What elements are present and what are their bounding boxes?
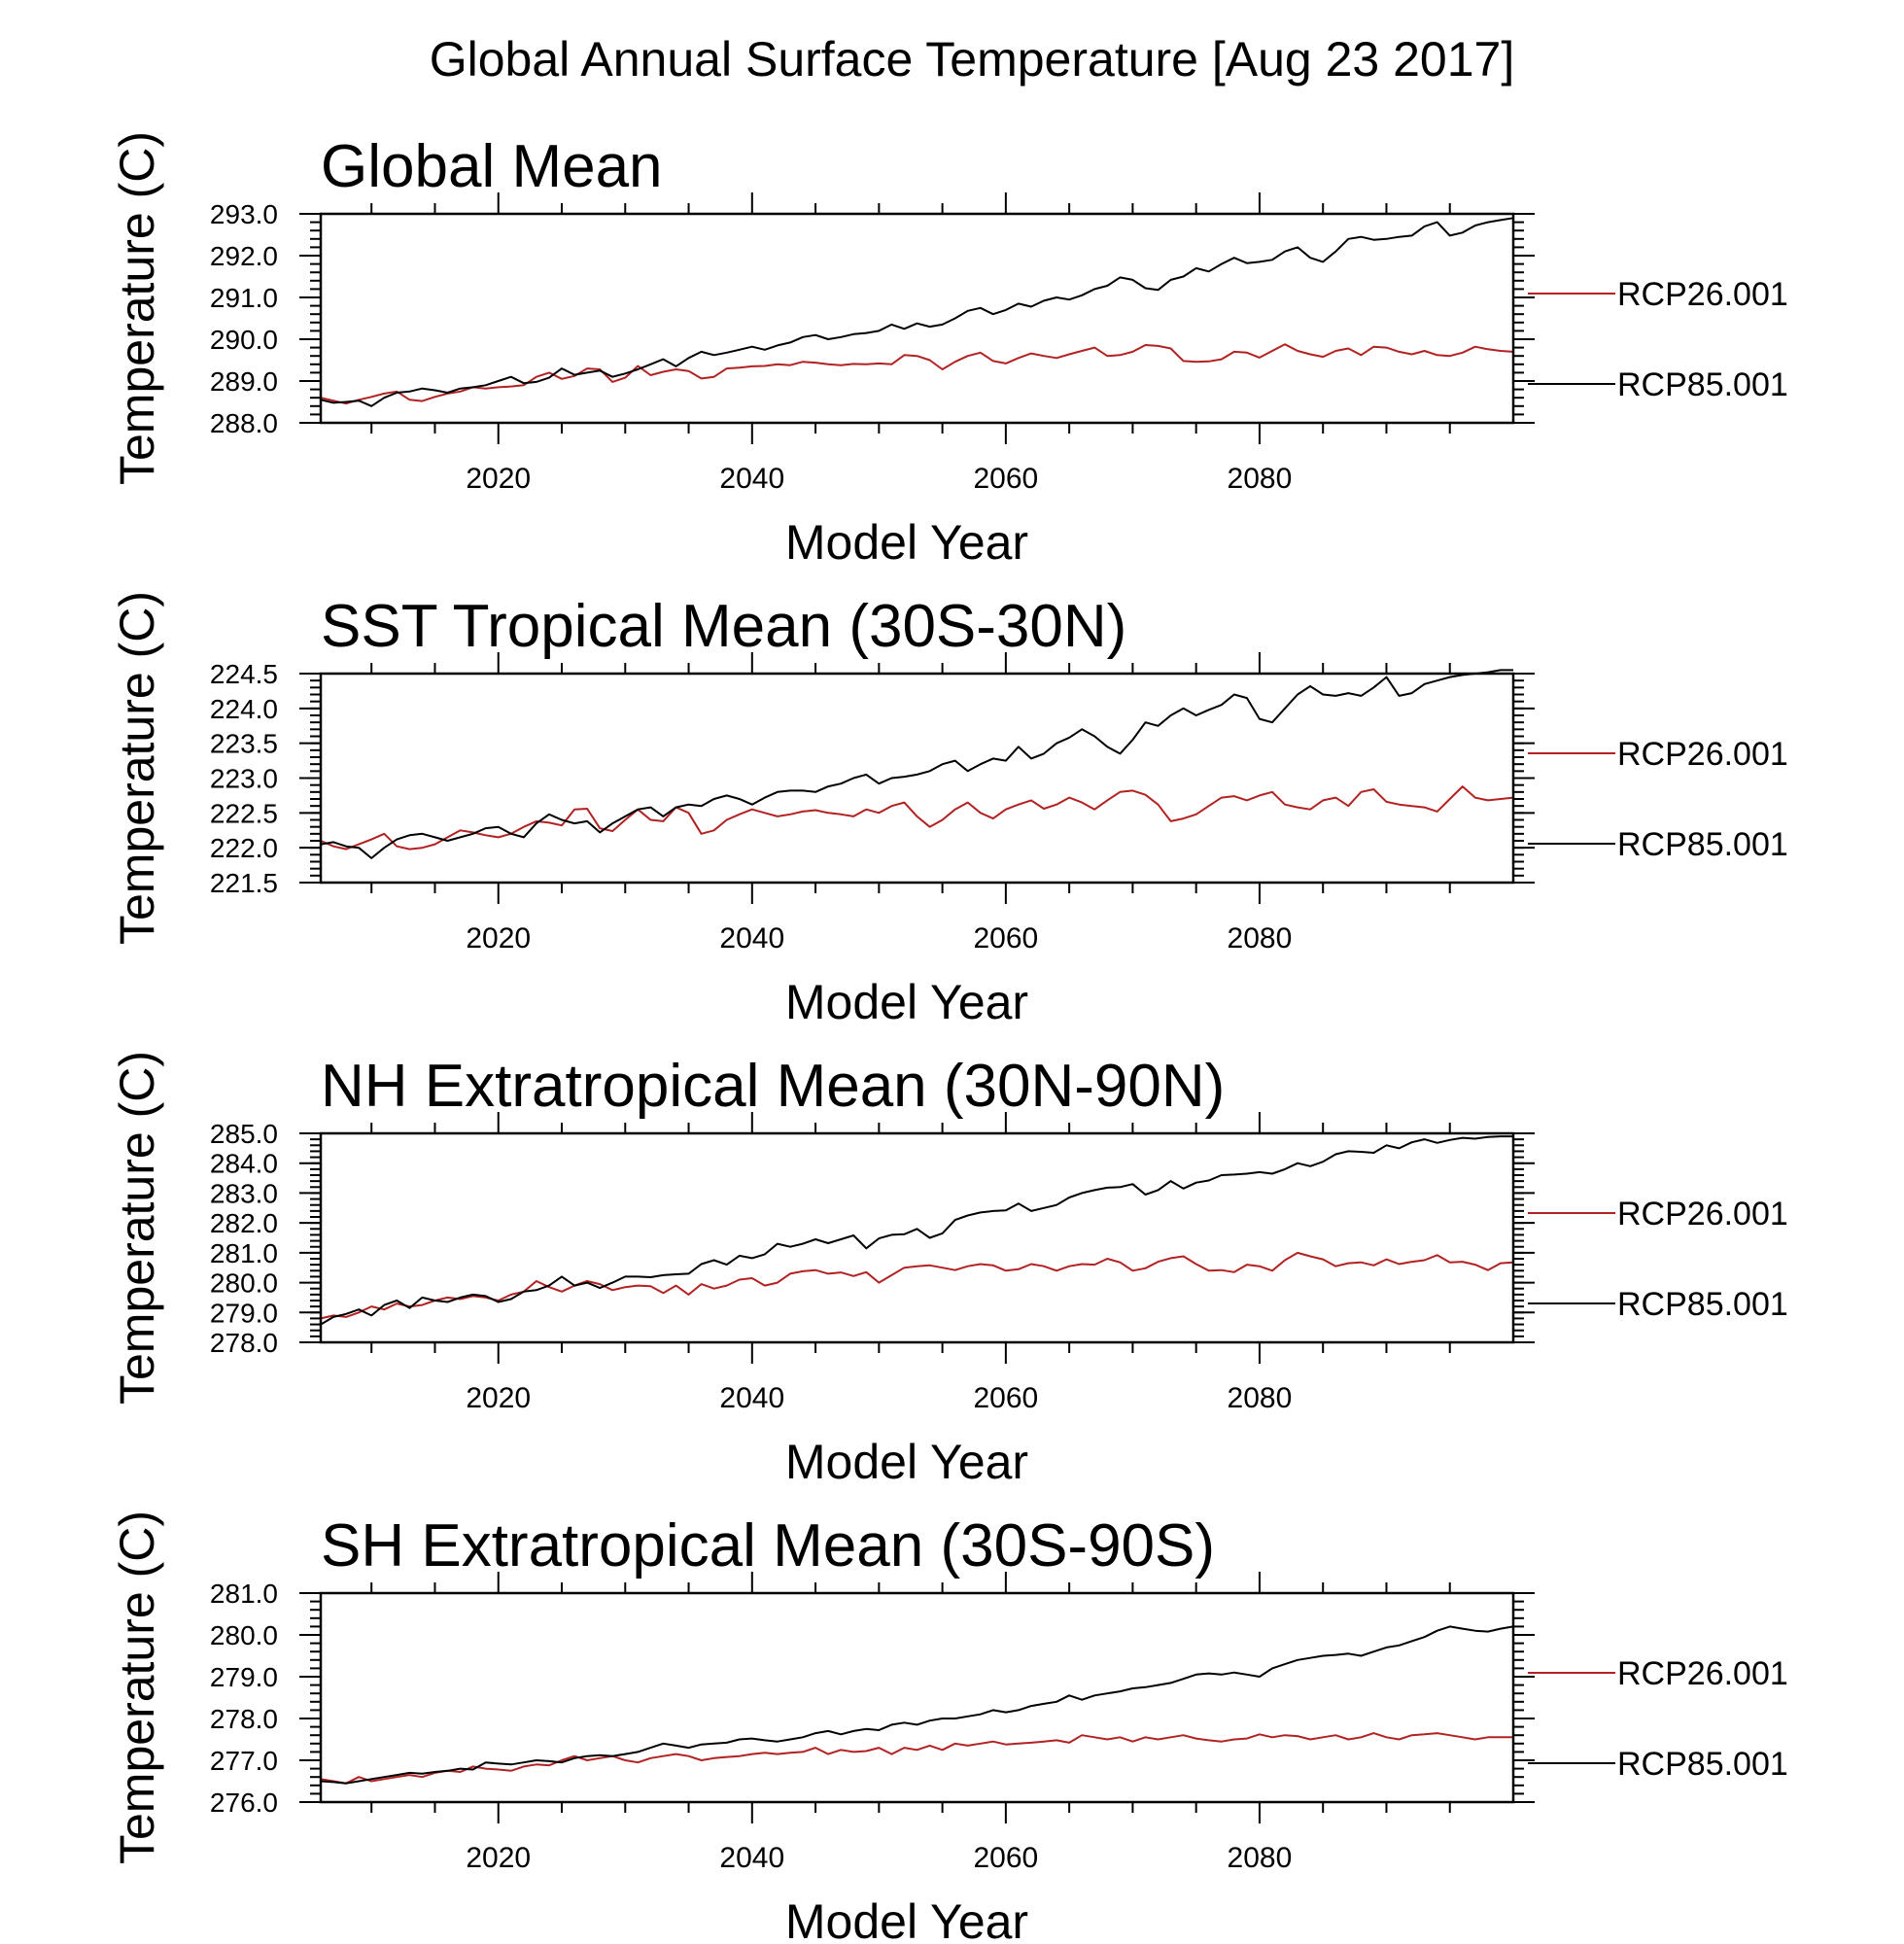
panel-title: NH Extratropical Mean (30N-90N) <box>321 1053 1225 1120</box>
x-tick-label: 2020 <box>466 463 531 495</box>
x-tick-label: 2060 <box>973 1382 1038 1414</box>
x-tick-label: 2060 <box>973 463 1038 495</box>
x-tick-label: 2040 <box>719 922 784 955</box>
x-axis-label: Model Year <box>785 1894 1028 1944</box>
chart-panel-3: NH Extratropical Mean (30N-90N) Temperatu… <box>110 1051 1788 1489</box>
y-tick-label: 283.0 <box>210 1178 278 1208</box>
series-line-rcp85-001 <box>320 669 1513 859</box>
y-tick-label: 288.0 <box>210 408 278 438</box>
y-tick-label: 224.0 <box>210 694 278 724</box>
x-tick-label: 2020 <box>466 922 531 955</box>
y-tick-label: 282.0 <box>210 1208 278 1238</box>
chart-panel-2: SST Tropical Mean (30S-30N) Temperature (… <box>110 591 1788 1029</box>
series-line-rcp26-001 <box>320 1732 1513 1785</box>
x-tick-label: 2060 <box>973 1842 1038 1874</box>
y-tick-label: 276.0 <box>210 1788 278 1818</box>
y-tick-label: 279.0 <box>210 1662 278 1692</box>
series-line-rcp85-001 <box>320 1135 1513 1326</box>
series-line-rcp26-001 <box>320 343 1514 405</box>
y-tick-label: 278.0 <box>210 1328 278 1358</box>
legend-label: RCP26.001 <box>1617 276 1788 313</box>
figure-title: Global Annual Surface Temperature [Aug 2… <box>430 32 1515 87</box>
series-line-rcp26-001 <box>320 785 1514 850</box>
x-tick-label: 2080 <box>1228 1842 1293 1874</box>
y-tick-label: 289.0 <box>210 366 278 397</box>
y-axis-label: Temperature (C) <box>110 131 164 485</box>
y-tick-label: 280.0 <box>210 1268 278 1299</box>
y-tick-label: 281.0 <box>210 1238 278 1268</box>
y-tick-label: 284.0 <box>210 1149 278 1179</box>
plot-frame <box>319 1591 1515 1804</box>
panel-title: SST Tropical Mean (30S-30N) <box>321 593 1126 660</box>
y-tick-label: 285.0 <box>210 1119 278 1149</box>
plot-frame <box>319 212 1515 425</box>
x-tick-label: 2020 <box>466 1842 531 1874</box>
x-tick-label: 2020 <box>466 1382 531 1414</box>
y-tick-label: 281.0 <box>210 1579 278 1609</box>
x-tick-label: 2080 <box>1228 1382 1293 1414</box>
panel-title: Global Mean <box>321 133 663 200</box>
x-tick-label: 2060 <box>973 922 1038 955</box>
y-tick-label: 223.5 <box>210 729 278 759</box>
x-axis-label: Model Year <box>785 975 1028 1029</box>
y-tick-label: 293.0 <box>210 199 278 229</box>
chart-panel-4: SH Extratropical Mean (30S-90S) Temperatu… <box>110 1510 1788 1944</box>
plot-frame <box>319 1131 1515 1344</box>
x-axis-label: Model Year <box>785 1435 1028 1489</box>
legend-label: RCP85.001 <box>1617 1286 1788 1323</box>
y-tick-label: 291.0 <box>210 283 278 313</box>
y-tick-label: 292.0 <box>210 241 278 271</box>
y-tick-label: 223.0 <box>210 764 278 794</box>
x-axis-label: Model Year <box>785 515 1028 570</box>
y-tick-label: 279.0 <box>210 1298 278 1328</box>
panel-title: SH Extratropical Mean (30S-90S) <box>321 1512 1215 1580</box>
x-tick-label: 2080 <box>1228 463 1293 495</box>
legend-label: RCP85.001 <box>1617 366 1788 403</box>
y-axis-label: Temperature (C) <box>110 1510 164 1864</box>
legend-label: RCP85.001 <box>1617 1746 1788 1783</box>
x-tick-label: 2040 <box>719 463 784 495</box>
panels: Global Mean Temperature (C) Model Year 2020… <box>110 131 1788 1944</box>
chart-panel-1: Global Mean Temperature (C) Model Year 2020… <box>110 131 1788 570</box>
y-tick-label: 222.5 <box>210 798 278 828</box>
series-line-rcp85-001 <box>320 1625 1514 1785</box>
legend-label: RCP26.001 <box>1617 1196 1788 1232</box>
series-line-rcp85-001 <box>320 217 1514 407</box>
y-tick-label: 278.0 <box>210 1704 278 1734</box>
legend-label: RCP85.001 <box>1617 826 1788 863</box>
legend-label: RCP26.001 <box>1617 1655 1788 1692</box>
x-tick-label: 2040 <box>719 1382 784 1414</box>
series-line-rcp26-001 <box>320 1251 1514 1320</box>
plot-frame <box>319 672 1515 885</box>
y-axis-label: Temperature (C) <box>110 591 164 945</box>
y-tick-label: 277.0 <box>210 1746 278 1776</box>
y-tick-label: 290.0 <box>210 325 278 355</box>
legend-label: RCP26.001 <box>1617 736 1788 773</box>
y-tick-label: 222.0 <box>210 833 278 863</box>
x-tick-label: 2080 <box>1228 922 1293 955</box>
y-tick-label: 280.0 <box>210 1620 278 1650</box>
x-tick-label: 2040 <box>719 1842 784 1874</box>
y-tick-label: 224.5 <box>210 659 278 689</box>
y-axis-label: Temperature (C) <box>110 1051 164 1405</box>
y-tick-label: 221.5 <box>210 868 278 898</box>
